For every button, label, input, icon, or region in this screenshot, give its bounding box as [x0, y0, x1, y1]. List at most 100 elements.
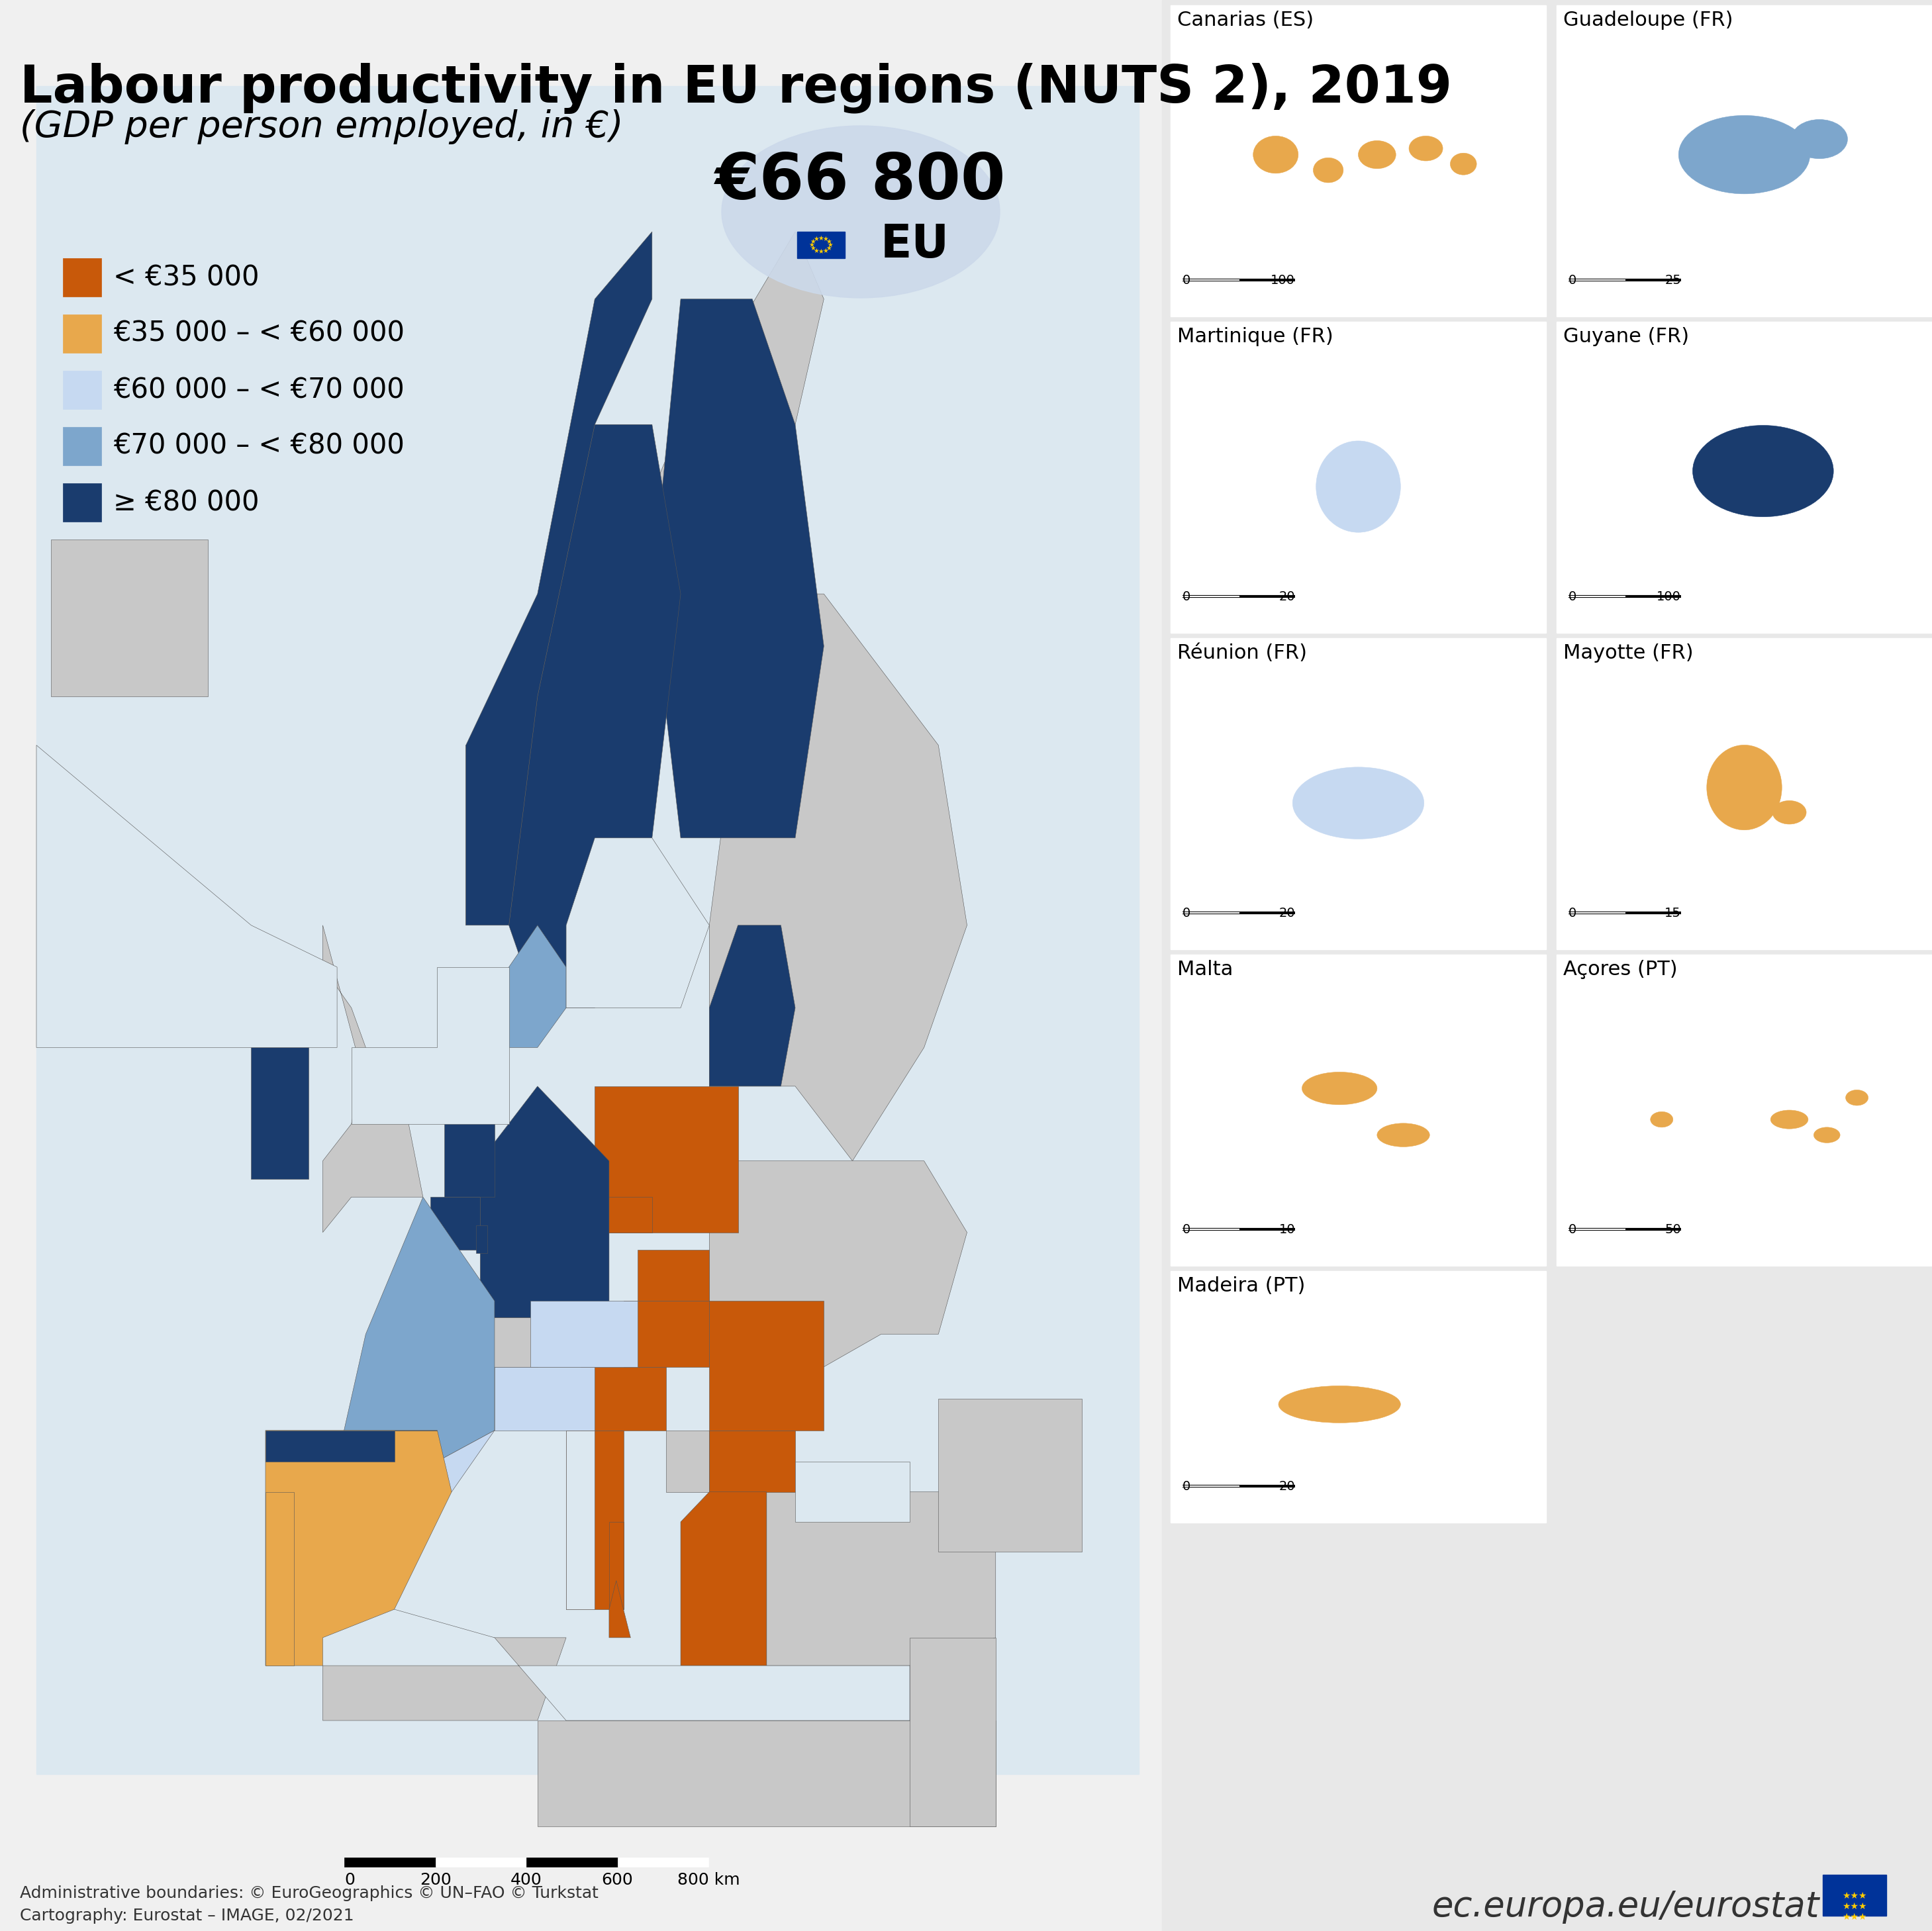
Polygon shape [709, 595, 968, 1161]
Polygon shape [475, 1226, 487, 1253]
Text: ★: ★ [810, 238, 815, 245]
Text: Guadeloupe (FR): Guadeloupe (FR) [1563, 10, 1733, 29]
Text: 0: 0 [1569, 274, 1577, 286]
Polygon shape [566, 1431, 624, 1609]
Text: 20: 20 [1279, 908, 1294, 919]
Ellipse shape [1845, 1089, 1868, 1105]
Polygon shape [667, 1431, 709, 1493]
Polygon shape [638, 1249, 709, 1301]
Polygon shape [265, 1431, 452, 1666]
Ellipse shape [1293, 767, 1424, 838]
Bar [64, 315, 100, 353]
Text: 50: 50 [1665, 1224, 1681, 1236]
Text: 0: 0 [1569, 908, 1577, 919]
Text: Açores (PT): Açores (PT) [1563, 960, 1677, 979]
Ellipse shape [1408, 135, 1443, 160]
Bar [344, 1858, 709, 1867]
Text: 0: 0 [1182, 591, 1190, 602]
Bar [64, 371, 100, 409]
Bar [435, 1858, 526, 1867]
Text: ★: ★ [827, 241, 833, 249]
Polygon shape [939, 1398, 1082, 1551]
Polygon shape [481, 1317, 537, 1367]
Text: Malta: Malta [1177, 960, 1233, 979]
Polygon shape [37, 745, 336, 1047]
Polygon shape [580, 1367, 667, 1431]
Text: 20: 20 [1279, 1481, 1294, 1493]
Text: ★★★
★★★
★★★: ★★★ ★★★ ★★★ [1841, 1890, 1866, 1921]
Polygon shape [481, 1087, 609, 1317]
Polygon shape [651, 299, 823, 838]
Text: Labour productivity in EU regions (NUTS 2), 2019: Labour productivity in EU regions (NUTS … [19, 64, 1453, 114]
Text: Mayotte (FR): Mayotte (FR) [1563, 643, 1692, 662]
Bar [1171, 1271, 1546, 1522]
Bar [1557, 322, 1932, 633]
Polygon shape [609, 1522, 624, 1609]
Polygon shape [566, 1197, 651, 1232]
Polygon shape [265, 1431, 437, 1462]
Bar [1764, 1041, 1913, 1161]
Ellipse shape [1772, 801, 1806, 825]
Polygon shape [709, 1431, 796, 1493]
Text: ≥ €80 000: ≥ €80 000 [114, 489, 259, 516]
Text: 0: 0 [1569, 591, 1577, 602]
Ellipse shape [1679, 116, 1810, 193]
Text: ★: ★ [823, 236, 829, 243]
Text: 15: 15 [1665, 908, 1681, 919]
Polygon shape [767, 1493, 995, 1666]
Polygon shape [566, 1431, 595, 1609]
Text: ★: ★ [813, 247, 819, 255]
Polygon shape [508, 925, 566, 1047]
Text: 0: 0 [344, 1871, 355, 1889]
Text: Administrative boundaries: © EuroGeographics © UN–FAO © Turkstat
Cartography: Eu: Administrative boundaries: © EuroGeograp… [19, 1885, 599, 1923]
Text: 100: 100 [1658, 591, 1681, 602]
Bar [798, 232, 844, 259]
Text: ★: ★ [817, 236, 823, 241]
Text: ★: ★ [827, 238, 833, 245]
Text: 400: 400 [510, 1871, 543, 1889]
Polygon shape [431, 1197, 481, 1249]
Text: 0: 0 [1569, 1224, 1577, 1236]
Text: ★: ★ [810, 245, 815, 251]
Text: 0: 0 [1182, 274, 1190, 286]
Text: (GDP per person employed, in €): (GDP per person employed, in €) [19, 110, 624, 145]
Text: Canarias (ES): Canarias (ES) [1177, 10, 1314, 29]
Polygon shape [495, 1367, 595, 1431]
Bar [344, 1858, 435, 1867]
Polygon shape [609, 1581, 630, 1637]
Bar [1171, 322, 1546, 633]
Text: 25: 25 [1665, 274, 1681, 286]
Polygon shape [251, 1047, 309, 1180]
Text: 0: 0 [1182, 1224, 1190, 1236]
Polygon shape [595, 1087, 738, 1232]
Ellipse shape [1316, 440, 1401, 533]
Polygon shape [531, 1301, 638, 1367]
Ellipse shape [1302, 1072, 1378, 1105]
Polygon shape [796, 1462, 910, 1522]
Polygon shape [508, 425, 680, 1008]
Bar [64, 259, 100, 297]
Bar [1171, 954, 1546, 1265]
Bar [618, 1858, 709, 1867]
Text: Guyane (FR): Guyane (FR) [1563, 326, 1689, 346]
Text: 100: 100 [1271, 274, 1294, 286]
Bar [1557, 637, 1932, 950]
Bar [1171, 6, 1546, 317]
Text: €35 000 – < €60 000: €35 000 – < €60 000 [114, 321, 404, 348]
Polygon shape [466, 232, 651, 925]
Ellipse shape [1358, 141, 1395, 168]
Ellipse shape [1279, 1386, 1401, 1423]
Polygon shape [336, 1431, 495, 1493]
Text: ★: ★ [813, 236, 819, 243]
Text: €70 000 – < €80 000: €70 000 – < €80 000 [114, 433, 404, 460]
Ellipse shape [1314, 158, 1343, 183]
Text: 0: 0 [1182, 1481, 1190, 1493]
Bar [526, 1858, 618, 1867]
Text: Réunion (FR): Réunion (FR) [1177, 643, 1306, 662]
Bar [64, 427, 100, 465]
Text: 0: 0 [1182, 908, 1190, 919]
Polygon shape [624, 1301, 709, 1367]
Text: Madeira (PT): Madeira (PT) [1177, 1276, 1306, 1296]
Ellipse shape [1814, 1128, 1839, 1143]
Bar [1822, 1875, 1886, 1916]
